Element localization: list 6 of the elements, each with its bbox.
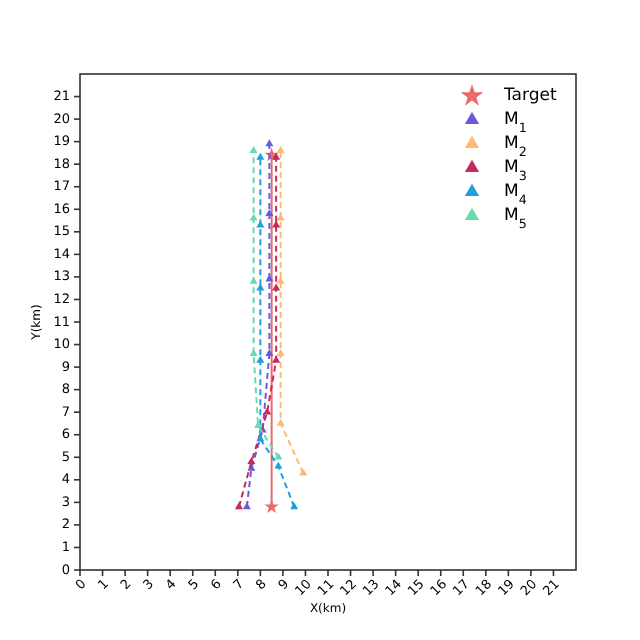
legend-label: M$_{3}$ xyxy=(504,158,527,184)
legend-label: M$_{1}$ xyxy=(504,110,527,136)
legend-label: M$_{2}$ xyxy=(504,134,527,160)
legend-label: M$_{5}$ xyxy=(504,206,527,232)
legend-label: M$_{4}$ xyxy=(504,182,527,208)
legend-label: Target xyxy=(502,86,558,107)
